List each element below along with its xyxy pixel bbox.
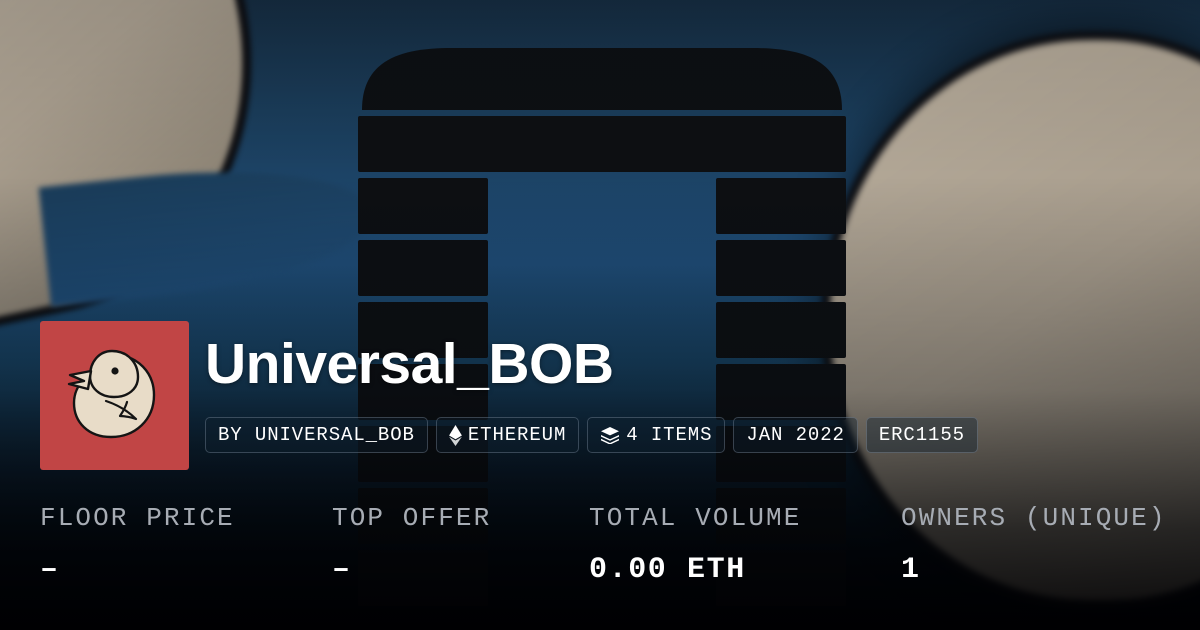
stat-total-volume: TOTAL VOLUME 0.00 ETH [589, 505, 901, 585]
badge-creator[interactable]: BY UNIVERSAL_BOB [205, 417, 428, 453]
duck-bird-illustration [67, 349, 156, 439]
stat-owners-unique-value: 1 [901, 553, 921, 587]
badge-creator-label: BY UNIVERSAL_BOB [218, 423, 415, 446]
collection-avatar [40, 321, 189, 470]
layers-icon [600, 426, 620, 444]
stat-total-volume-value: 0.00 ETH [589, 553, 746, 587]
badge-chain[interactable]: ETHEREUM [435, 417, 580, 453]
stat-floor-price-label: FLOOR PRICE [40, 503, 235, 533]
stat-owners-unique-label: OWNERS (UNIQUE) [901, 503, 1167, 533]
stat-owners-unique: OWNERS (UNIQUE) 1 [901, 505, 1167, 585]
badge-chain-label: ETHEREUM [467, 423, 567, 446]
badge-token-standard[interactable]: ERC1155 [865, 417, 978, 453]
stat-floor-price: FLOOR PRICE – [40, 505, 332, 585]
stat-top-offer-value: – [332, 553, 352, 587]
stat-top-offer: TOP OFFER – [332, 505, 589, 585]
badge-created-date-label: JAN 2022 [746, 423, 845, 446]
stat-total-volume-label: TOTAL VOLUME [589, 503, 802, 533]
badge-row: BY UNIVERSAL_BOB ETHEREUM [205, 417, 978, 453]
ethereum-icon [448, 424, 462, 446]
badge-created-date[interactable]: JAN 2022 [733, 417, 858, 453]
stat-floor-price-value: – [40, 553, 60, 587]
badge-items[interactable]: 4 ITEMS [587, 417, 726, 453]
badge-items-label: 4 ITEMS [626, 423, 713, 446]
badge-token-standard-label: ERC1155 [878, 423, 965, 446]
stat-top-offer-label: TOP OFFER [332, 503, 492, 533]
page-title: Universal_BOB [205, 332, 614, 396]
stats-row: FLOOR PRICE – TOP OFFER – TOTAL VOLUME 0… [40, 505, 1170, 585]
